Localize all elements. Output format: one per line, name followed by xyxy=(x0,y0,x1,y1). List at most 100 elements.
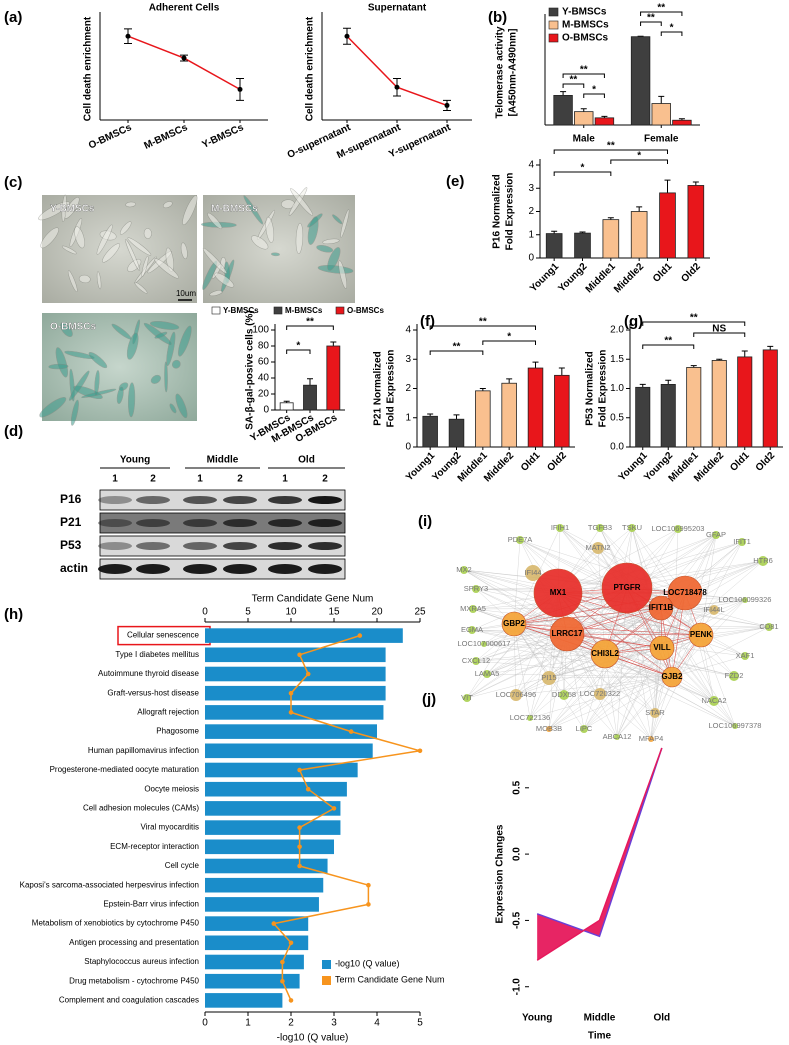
node-label: IFI44L xyxy=(703,605,724,614)
significance-bracket xyxy=(553,171,612,176)
data-point xyxy=(125,33,131,39)
y-axis-label: P53 Normalized xyxy=(585,351,596,425)
significance-bracket xyxy=(640,21,662,26)
network-node xyxy=(628,524,636,532)
node-label: IFI44 xyxy=(524,568,541,577)
significance-label: NS xyxy=(712,324,726,335)
x-tick-label: Old xyxy=(653,1013,670,1024)
panel-label: (f) xyxy=(420,313,435,330)
cell xyxy=(180,242,188,260)
network-node xyxy=(648,595,674,621)
network-node xyxy=(463,694,471,702)
cell xyxy=(149,320,180,330)
network-edge xyxy=(513,539,521,625)
cell xyxy=(60,322,73,338)
bar xyxy=(279,402,294,411)
node-label: TGFB3 xyxy=(588,523,612,532)
network-node xyxy=(594,688,606,700)
y-tick-label: Metabolism of xenobiotics by cytochrome … xyxy=(32,919,200,928)
network-node xyxy=(742,597,748,603)
bar xyxy=(448,418,465,448)
network-edge xyxy=(604,609,715,655)
network-edge xyxy=(604,626,770,655)
bar xyxy=(574,232,591,259)
data-point xyxy=(297,767,302,773)
data-point xyxy=(366,882,371,888)
node-label: GBP2 xyxy=(503,619,525,628)
cell xyxy=(327,247,341,271)
node-label: MXRA5 xyxy=(460,604,486,613)
bar xyxy=(205,973,300,989)
network-edge xyxy=(475,653,606,662)
data-point xyxy=(271,921,277,926)
x2-tick-label: 10 xyxy=(285,607,297,618)
data-line xyxy=(272,634,421,1001)
cell xyxy=(322,238,340,245)
network-node xyxy=(549,616,585,652)
blot-band xyxy=(268,564,302,574)
y-tick-label: Staphylococcus aureus infection xyxy=(84,957,199,966)
node-label: EGMA xyxy=(461,625,483,634)
significance-label: * xyxy=(581,163,585,174)
cell xyxy=(40,227,59,249)
cell xyxy=(102,243,120,263)
x-tick-label: Old2 xyxy=(545,450,569,474)
network-node xyxy=(460,566,468,574)
data-point xyxy=(237,86,243,92)
cell xyxy=(175,393,188,419)
network-node xyxy=(741,652,749,660)
y-tick-label: 0.5 xyxy=(512,780,523,794)
significance-bracket xyxy=(642,321,746,326)
network-node xyxy=(472,657,480,665)
x-tick-label: Old1 xyxy=(651,261,675,285)
network-edge xyxy=(529,587,628,719)
network-edge xyxy=(566,633,656,714)
micrograph-label: O-BMSCs xyxy=(50,322,97,333)
y-tick-label: 2 xyxy=(528,206,534,217)
data-point xyxy=(297,863,302,869)
network-edge xyxy=(566,527,633,635)
network-edge xyxy=(471,629,673,678)
node-label: CHI3L2 xyxy=(591,649,619,658)
cell xyxy=(154,331,168,339)
network-edge xyxy=(599,676,673,695)
cell xyxy=(169,403,177,414)
y-tick-label: Oocyte meiosis xyxy=(144,784,199,793)
y-tick-label: Cell cycle xyxy=(165,861,200,870)
y-tick-label: 40 xyxy=(258,373,270,384)
network-edge xyxy=(548,676,673,679)
data-line xyxy=(127,35,241,91)
cell xyxy=(81,388,117,398)
panel-label: (h) xyxy=(4,606,23,623)
cell xyxy=(265,216,275,243)
legend-swatch xyxy=(211,306,221,315)
y-tick-label: -1.0 xyxy=(512,978,523,996)
data-point xyxy=(444,102,450,108)
cell xyxy=(38,201,70,221)
network-edge xyxy=(486,647,663,675)
scale-bar-label: 10um xyxy=(176,289,196,298)
network-node xyxy=(758,556,768,566)
network-node xyxy=(712,531,720,539)
node-label: HTR6 xyxy=(753,556,773,565)
network-edge xyxy=(483,643,673,678)
cell xyxy=(96,271,102,290)
data-point xyxy=(366,902,371,907)
cell xyxy=(162,201,173,209)
y-tick-label: Progesterone-mediated oocyte maturation xyxy=(50,765,199,774)
network-edge xyxy=(463,569,568,635)
significance-label: ** xyxy=(479,317,487,328)
x2-tick-label: 15 xyxy=(328,607,340,618)
network-node xyxy=(501,611,527,637)
blot-band xyxy=(223,519,257,527)
blot-band xyxy=(136,564,170,574)
network-edge xyxy=(466,607,662,699)
x2-tick-label: 5 xyxy=(245,607,251,618)
network-edge xyxy=(471,629,606,655)
blot-strip xyxy=(99,489,346,511)
y-tick-label: 20 xyxy=(258,389,270,400)
bar xyxy=(594,117,615,126)
significance-bracket xyxy=(429,325,536,330)
blot-band xyxy=(183,519,217,527)
lane-label: 1 xyxy=(197,474,203,485)
